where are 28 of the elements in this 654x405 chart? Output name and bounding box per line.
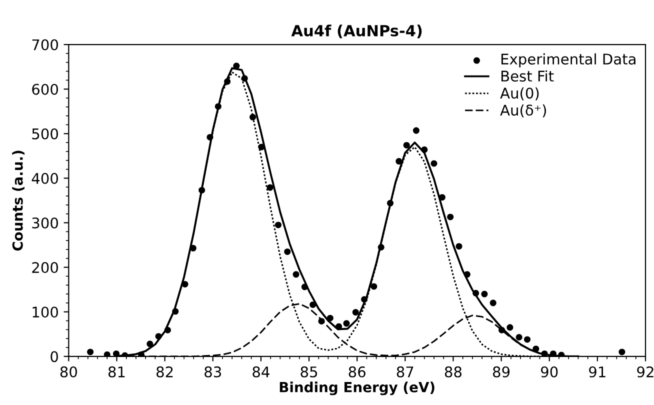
x-tick-label: 84 — [252, 366, 270, 378]
x-tick-label: 87 — [396, 366, 414, 378]
y-tick-label: 500 — [32, 128, 58, 140]
chart-title: Au4f (AuNPs-4) — [291, 24, 422, 38]
x-tick-label: 83 — [204, 366, 221, 378]
y-axis-title: Counts (a.u.) — [12, 150, 24, 251]
y-tick-label: 300 — [32, 217, 58, 228]
legend-label: Au(0) — [500, 87, 539, 100]
x-tick-label: 81 — [108, 366, 125, 378]
y-tick-label: 400 — [32, 172, 58, 184]
y-tick-label: 100 — [32, 306, 58, 318]
x-tick-label: 80 — [60, 366, 77, 378]
x-tick-label: 82 — [156, 366, 173, 378]
x-tick-label: 88 — [444, 366, 462, 378]
y-tick-label: 700 — [32, 39, 58, 50]
x-axis-title: Binding Energy (eV) — [280, 382, 434, 396]
legend-label: Best Fit — [501, 70, 554, 82]
y-tick-label: 600 — [32, 84, 58, 95]
x-tick-label: 86 — [348, 366, 366, 378]
y-tick-label: 200 — [32, 262, 58, 274]
x-tick-label: 91 — [589, 366, 606, 378]
x-tick-label: 90 — [541, 366, 558, 378]
legend-label: Au(δ⁺) — [500, 104, 546, 118]
x-tick-label: 89 — [493, 366, 510, 378]
legend-label: Experimental Data — [501, 53, 636, 68]
x-tick-label: 92 — [637, 366, 654, 378]
x-tick-label: 85 — [300, 366, 318, 378]
y-tick-label: 0 — [50, 351, 58, 362]
